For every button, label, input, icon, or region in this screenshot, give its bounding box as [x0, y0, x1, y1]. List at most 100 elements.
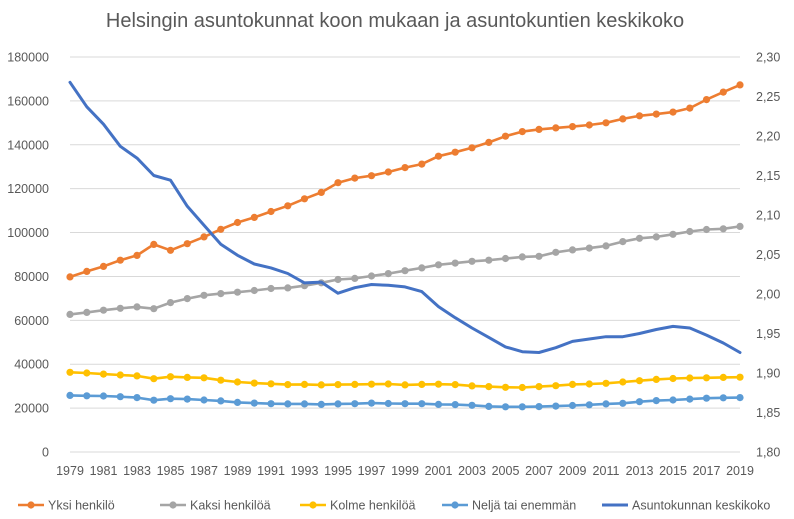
data-point — [267, 380, 275, 388]
data-point — [635, 112, 644, 120]
data-point — [317, 381, 325, 389]
legend-item: Yksi henkilö — [18, 499, 115, 513]
gridlines — [70, 56, 740, 453]
data-point — [619, 378, 627, 386]
data-point — [367, 399, 376, 407]
data-point — [485, 383, 493, 391]
data-point — [552, 402, 560, 410]
data-point — [434, 261, 443, 269]
data-point — [501, 383, 510, 391]
data-point — [518, 128, 526, 136]
data-point — [468, 144, 476, 152]
data-point — [669, 230, 677, 238]
legend-label: Kaksi henkilöä — [190, 499, 271, 513]
data-point — [686, 227, 694, 236]
data-point — [552, 124, 560, 132]
data-point — [384, 168, 392, 176]
data-point — [686, 374, 694, 382]
legend-label: Kolme henkilöä — [330, 499, 416, 513]
x-tick-label: 2015 — [659, 464, 687, 478]
data-point — [501, 132, 510, 140]
data-point — [518, 403, 526, 411]
legend-marker — [451, 501, 459, 509]
y-left-tick-label: 120000 — [7, 182, 49, 196]
x-tick-label: 2017 — [693, 464, 721, 478]
data-point — [99, 262, 108, 270]
data-point — [535, 383, 543, 391]
data-point — [217, 376, 225, 384]
data-point — [568, 401, 577, 410]
data-point — [351, 174, 359, 182]
x-tick-label: 1987 — [190, 464, 218, 478]
data-point — [719, 225, 727, 233]
data-point — [133, 394, 141, 402]
x-tick-label: 1999 — [391, 464, 419, 478]
data-point — [652, 397, 660, 405]
data-point — [233, 398, 242, 406]
data-point — [468, 382, 476, 390]
y-right-tick-label: 2,05 — [756, 248, 780, 262]
data-point — [66, 310, 74, 318]
data-point — [351, 380, 359, 388]
data-point — [284, 202, 292, 210]
data-point — [133, 251, 141, 259]
y-left-tick-label: 0 — [42, 446, 49, 460]
data-point — [267, 284, 275, 293]
data-point — [133, 372, 141, 380]
data-point — [66, 368, 74, 376]
data-point — [217, 290, 225, 298]
data-point — [267, 207, 275, 216]
data-point — [485, 256, 493, 264]
x-tick-label: 2009 — [559, 464, 587, 478]
chart-title: Helsingin asuntokunnat koon mukaan ja as… — [106, 10, 684, 32]
x-tick-label: 2011 — [593, 464, 620, 478]
data-point — [602, 242, 610, 250]
y-left-tick-label: 80000 — [14, 270, 49, 284]
series-1 — [66, 222, 744, 318]
data-point — [635, 234, 644, 242]
data-point — [83, 369, 91, 377]
data-point — [686, 104, 694, 112]
data-point — [300, 380, 309, 388]
data-point — [284, 381, 292, 389]
y-left-tick-label: 160000 — [7, 94, 49, 108]
data-point — [535, 125, 543, 133]
x-tick-label: 1997 — [358, 464, 386, 478]
data-point — [485, 138, 493, 146]
data-point — [99, 306, 108, 314]
data-point — [585, 244, 593, 252]
data-point — [334, 179, 342, 187]
data-point — [200, 396, 208, 404]
data-point — [401, 164, 409, 172]
data-point — [334, 400, 342, 408]
legend-marker — [27, 501, 35, 509]
data-point — [434, 380, 443, 388]
legend-label: Neljä tai enemmän — [472, 499, 576, 513]
data-point — [451, 259, 459, 267]
data-point — [568, 123, 577, 131]
data-point — [401, 381, 409, 389]
data-point — [518, 253, 526, 261]
x-tick-label: 1979 — [56, 464, 84, 478]
x-tick-label: 1989 — [224, 464, 252, 478]
x-tick-label: 1991 — [257, 464, 285, 478]
y-right-tick-label: 1,90 — [756, 367, 780, 381]
data-point — [300, 195, 309, 203]
data-point — [434, 152, 443, 160]
data-point — [384, 270, 392, 278]
data-point — [619, 399, 627, 407]
data-point — [183, 240, 191, 248]
data-point — [116, 256, 124, 264]
legend-item: Kolme henkilöä — [300, 499, 416, 513]
data-point — [451, 381, 459, 389]
data-point — [183, 373, 191, 381]
data-point — [652, 233, 660, 241]
data-point — [166, 246, 175, 254]
series-line — [68, 80, 742, 354]
data-point — [702, 225, 711, 234]
x-tick-label: 1995 — [324, 464, 352, 478]
data-point — [552, 248, 560, 256]
x-tick-label: 1993 — [291, 464, 319, 478]
y-axis-left: 0 20000 40000 60000 80000 100000 120000 140000 1… — [7, 51, 49, 460]
